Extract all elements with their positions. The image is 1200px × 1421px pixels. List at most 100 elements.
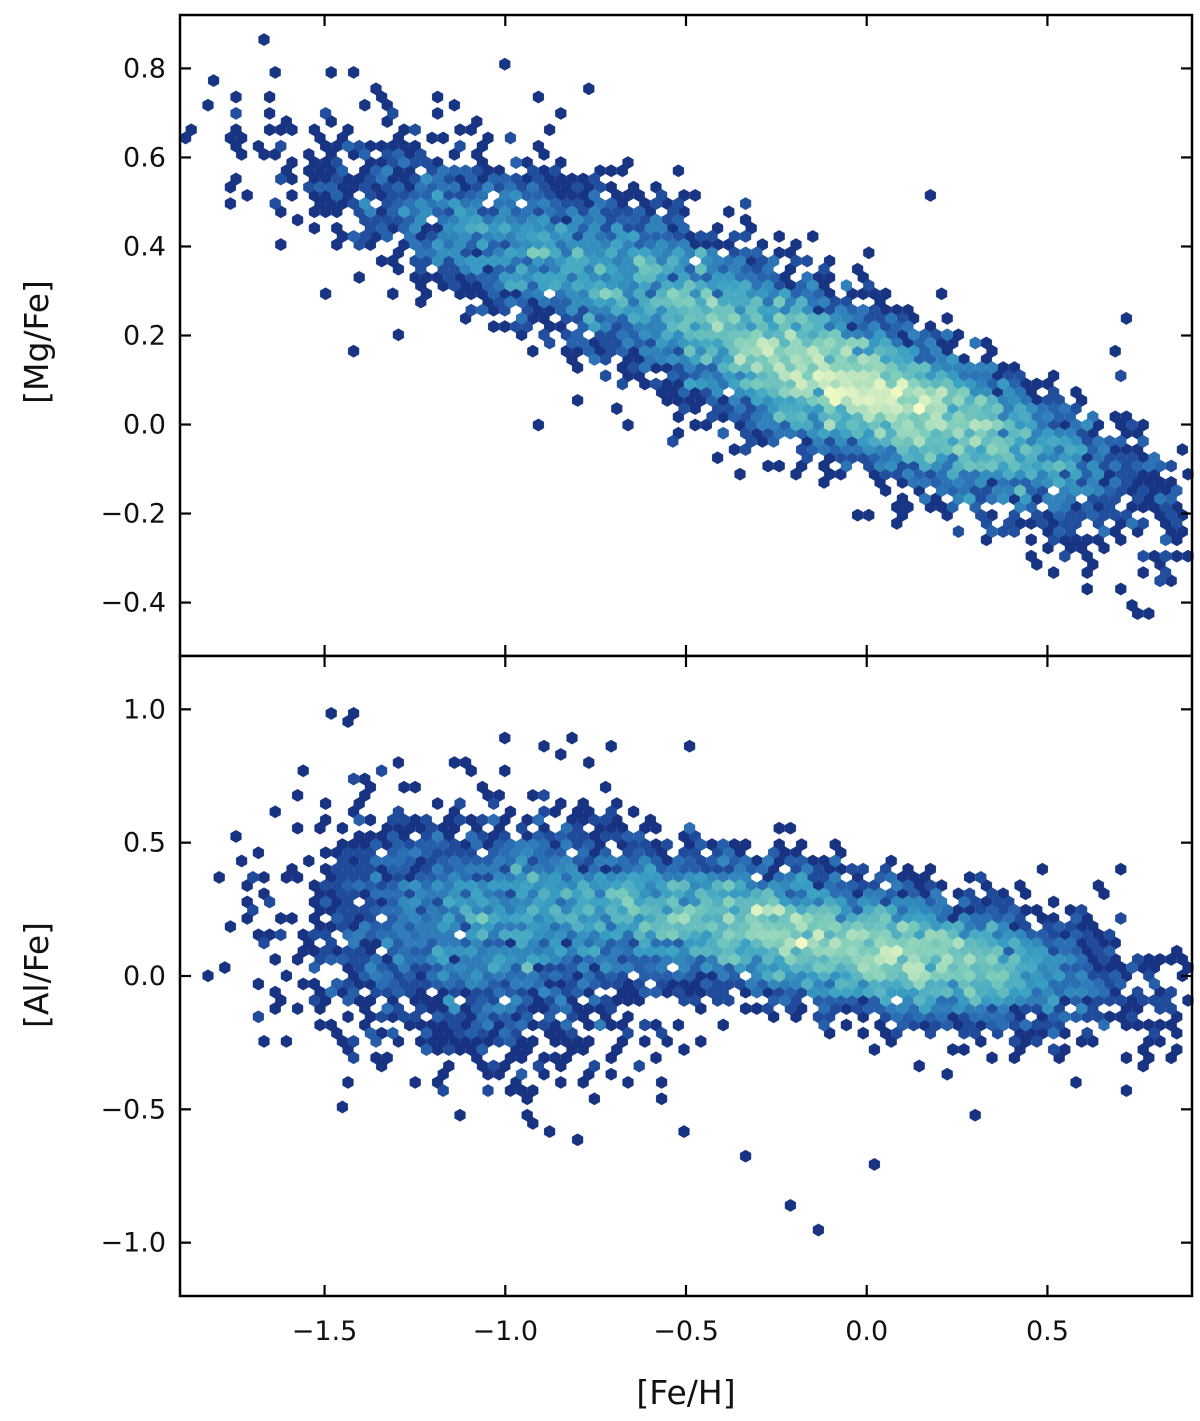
hexbin-cell xyxy=(286,188,298,202)
hexbin-cell xyxy=(1081,500,1093,514)
hexbin-cell xyxy=(454,238,466,252)
hexbin-cell xyxy=(224,180,236,194)
hexbin-cell xyxy=(331,188,343,202)
hexbin-cell xyxy=(611,402,623,416)
hexbin-cell xyxy=(700,352,712,366)
hexbin-cell xyxy=(1087,410,1099,424)
hexbin-cell xyxy=(941,328,953,342)
mg-fe-panel: −0.4 −0.2 0.0 0.2 0.4 0.6 0.8 xyxy=(100,13,1194,658)
hexbin-cell xyxy=(387,205,399,219)
hexbin-cell xyxy=(308,123,320,137)
hexbin-cell xyxy=(510,156,522,170)
hexbin-cell xyxy=(1014,484,1026,498)
hexbin-cell xyxy=(684,377,696,391)
hexbin-cell xyxy=(572,328,584,342)
hexbin-cell xyxy=(1048,385,1060,399)
hexbin-cell xyxy=(275,238,287,252)
hexbin-cell xyxy=(381,164,393,178)
hexbin-cell xyxy=(650,377,662,391)
hexbin-cell xyxy=(1132,492,1144,506)
hexbin-cell xyxy=(600,369,612,383)
hexbin-cell xyxy=(538,229,550,243)
hexbin-cell xyxy=(840,279,852,293)
hexbin-cell xyxy=(639,361,651,375)
hexbin-cell xyxy=(1176,443,1188,457)
hexbin-cell xyxy=(572,279,584,293)
hexbin-cell xyxy=(387,254,399,268)
hexbin-cell xyxy=(476,139,488,153)
hexbin-cell xyxy=(863,279,875,293)
hexbin-cell xyxy=(236,131,248,145)
hexbin-cell xyxy=(516,311,528,325)
hexbin-cell xyxy=(415,147,427,161)
hexbin-cell xyxy=(975,459,987,473)
hexbin-cell xyxy=(264,90,276,104)
hexbin-cell xyxy=(387,287,399,301)
hexbin-cell xyxy=(448,98,460,112)
hexbin-cell xyxy=(465,172,477,186)
hexbin-cell xyxy=(1165,459,1177,473)
hexbin-cell xyxy=(532,270,544,284)
y-tick-label: −0.4 xyxy=(100,588,166,619)
hexbin-cell xyxy=(773,229,785,243)
hexbin-cell xyxy=(353,270,365,284)
hexbin-cell xyxy=(476,303,488,317)
hexbin-cell xyxy=(465,221,477,235)
hexbin-cell xyxy=(840,459,852,473)
hexbin-cell xyxy=(370,82,382,96)
hexbin-cell xyxy=(516,246,528,260)
hexbin-cell xyxy=(1036,434,1048,448)
hexbin-cell xyxy=(740,197,752,211)
hexbin-cell xyxy=(516,262,528,276)
hexbin-cell xyxy=(1025,467,1037,481)
hexbin-cell xyxy=(667,352,679,366)
hexbin-cell xyxy=(964,459,976,473)
hexbin-cell xyxy=(650,213,662,227)
hexbin-cell xyxy=(555,205,567,219)
hexbin-cell xyxy=(549,279,561,293)
hexbin-cell xyxy=(1048,434,1060,448)
hexbin-cell xyxy=(1008,525,1020,539)
hexbin-cell xyxy=(1081,418,1093,432)
hexbin-cell xyxy=(751,246,763,260)
hexbin-cell xyxy=(527,180,539,194)
hexbin-cell xyxy=(392,180,404,194)
hexbin-cell xyxy=(712,451,724,465)
hexbin-cell xyxy=(499,221,511,235)
hexbin-cell xyxy=(622,336,634,350)
hexbin-cell xyxy=(975,361,987,375)
hexbin-cell xyxy=(964,492,976,506)
hexbin-cell xyxy=(538,213,550,227)
hexbin-cell xyxy=(1115,582,1127,596)
hexbin-cell xyxy=(504,131,516,145)
hexbin-cell xyxy=(1087,557,1099,571)
hexbin-cell xyxy=(538,147,550,161)
hexbin-cell xyxy=(941,311,953,325)
hexbin-cell xyxy=(583,311,595,325)
x-tick-label: 0.0 xyxy=(845,1316,888,1347)
mg-fe-ylabel: [Mg/Fe] xyxy=(17,280,56,404)
al-fe-ylabel: [Al/Fe] xyxy=(17,922,56,1028)
hexbin-cell xyxy=(678,320,690,334)
hexbin-cell xyxy=(588,188,600,202)
hexbin-cell xyxy=(678,221,690,235)
hexbin-cell xyxy=(1165,492,1177,506)
hexbin-cell xyxy=(499,57,511,71)
hexbin-cell xyxy=(885,459,897,473)
hexbin-cell xyxy=(499,320,511,334)
hexbin-cell xyxy=(728,229,740,243)
hexbin-cell xyxy=(740,377,752,391)
hexbin-cell xyxy=(1042,410,1054,424)
hexbin-cell xyxy=(633,205,645,219)
hexbin-cell xyxy=(555,221,567,235)
hexbin-cell xyxy=(667,254,679,268)
hexbin-cell xyxy=(734,467,746,481)
hexbin-cell xyxy=(992,402,1004,416)
hexbin-cell xyxy=(1115,369,1127,383)
hexbin-cell xyxy=(656,238,668,252)
hexbin-cell xyxy=(684,279,696,293)
hexbin-cell xyxy=(549,246,561,260)
hexbin-cell xyxy=(1143,607,1155,621)
hexbin-cell xyxy=(678,402,690,416)
